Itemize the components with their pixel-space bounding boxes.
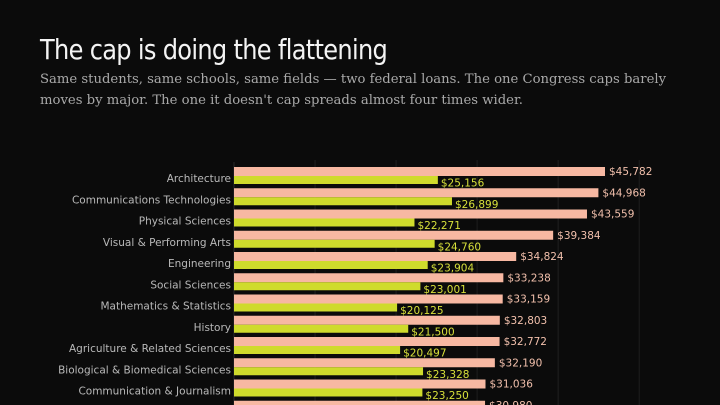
category-label: History (194, 322, 231, 334)
value-label-uncapped: $45,782 (609, 166, 652, 178)
bar-capped (234, 239, 435, 248)
bar-uncapped (234, 337, 500, 346)
value-label-uncapped: $44,968 (602, 187, 645, 199)
bar-uncapped (234, 252, 517, 261)
subtitle-line-2: moves by major. The one it doesn't cap s… (40, 93, 524, 108)
bar-uncapped (234, 230, 554, 240)
bar-uncapped (234, 400, 486, 405)
value-label-uncapped: $32,772 (504, 336, 547, 348)
bar-capped (234, 218, 415, 227)
category-label: Engineering (168, 258, 231, 270)
value-label-uncapped: $31,036 (490, 379, 534, 391)
value-label-capped: $20,125 (400, 305, 443, 317)
category-label: Communication & Journalism (78, 386, 231, 398)
value-label-capped: $20,497 (403, 348, 446, 360)
bar-capped (234, 282, 421, 291)
bar-uncapped (234, 167, 605, 176)
category-label: Social Sciences (150, 279, 231, 291)
bar-capped (234, 303, 398, 312)
bar-uncapped (234, 379, 486, 389)
value-label-uncapped: $39,384 (557, 230, 601, 242)
bar-uncapped (234, 294, 503, 304)
bar-capped (234, 197, 452, 206)
labels: Architecture $45,782 $25,156 Communications… (58, 166, 652, 405)
value-label-uncapped: $43,559 (591, 209, 634, 221)
bar-capped (234, 261, 428, 269)
bar-capped (234, 388, 423, 397)
value-label-capped: $23,001 (423, 284, 466, 296)
value-label-uncapped: $33,238 (507, 272, 550, 284)
bar-capped (234, 367, 424, 376)
value-label-capped: $26,899 (455, 199, 498, 211)
category-label: Biological & Biomedical Sciences (58, 364, 231, 376)
value-label-uncapped: $32,803 (504, 315, 547, 327)
category-label: Communications Technologies (72, 194, 231, 206)
bar-uncapped (234, 273, 504, 283)
value-label-capped: $22,271 (417, 220, 460, 232)
category-label: Architecture (167, 173, 231, 185)
value-label-uncapped: $34,824 (520, 251, 564, 263)
value-label-capped: $25,156 (441, 178, 485, 190)
chart-subtitle: Same students, same schools, same fields… (40, 69, 667, 111)
bar-capped (234, 324, 409, 333)
bar-capped (234, 346, 401, 354)
category-label: Physical Sciences (139, 216, 231, 228)
bar-uncapped (234, 358, 495, 368)
subtitle-line-1: Same students, same schools, same fields… (40, 72, 667, 87)
value-label-uncapped: $30,980 (489, 400, 532, 405)
value-label-capped: $21,500 (411, 326, 454, 338)
category-label: Mathematics & Statistics (100, 301, 231, 313)
bars (234, 167, 605, 405)
bar-uncapped (234, 209, 587, 219)
value-label-capped: $23,328 (426, 369, 469, 381)
value-label-capped: $23,250 (425, 390, 468, 402)
value-label-uncapped: $32,190 (499, 357, 542, 369)
bar-capped (234, 176, 438, 184)
category-label: Visual & Performing Arts (103, 237, 231, 249)
chart-title: The cap is doing the flattening (40, 33, 388, 66)
bar-uncapped (234, 315, 500, 325)
category-label: Agriculture & Related Sciences (69, 343, 231, 355)
value-label-capped: $24,760 (438, 241, 481, 253)
bar-uncapped (234, 188, 599, 198)
value-label-capped: $23,904 (431, 263, 475, 275)
value-label-uncapped: $33,159 (507, 294, 550, 306)
